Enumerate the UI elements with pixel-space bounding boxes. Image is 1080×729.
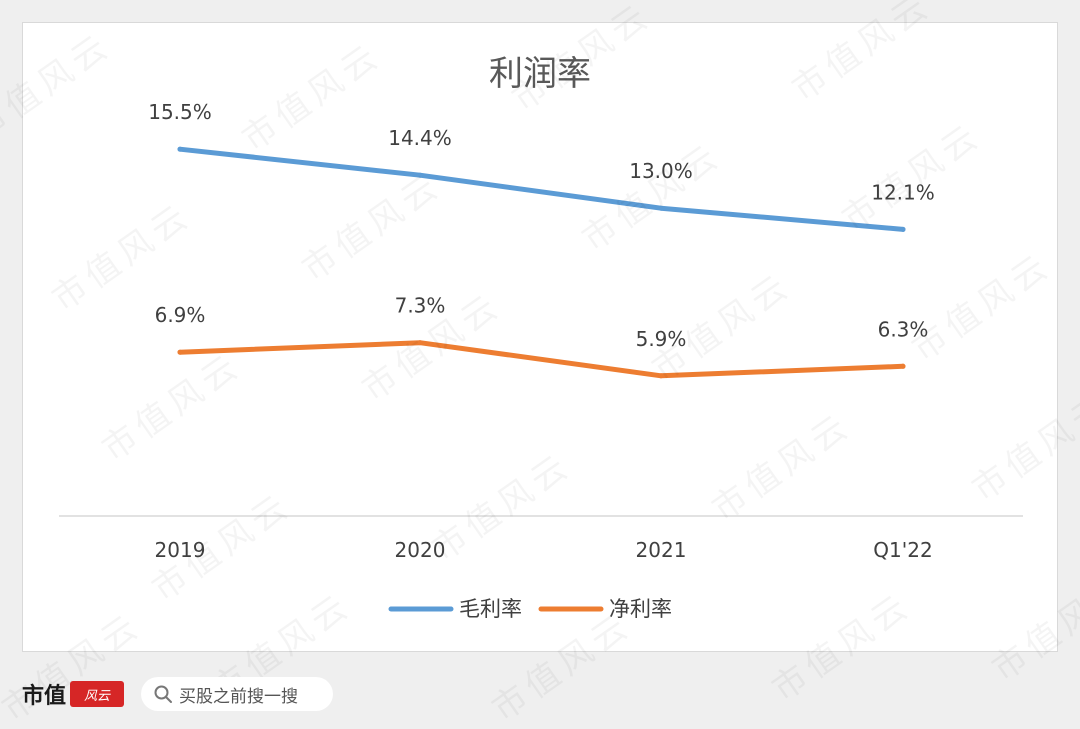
data-point — [417, 172, 423, 178]
line-chart: 利润率 2019 2020 2021 Q1'22 15.5% 14.4% 13.0% 12.1%… — [59, 54, 1023, 621]
data-point — [658, 205, 664, 211]
legend-label-1: 毛利率 — [459, 597, 522, 621]
x-tick-label: 2020 — [395, 538, 446, 562]
series-line-1 — [177, 146, 906, 232]
x-tick-label: Q1'22 — [873, 538, 932, 562]
series-line-2 — [177, 340, 906, 379]
data-label: 13.0% — [629, 159, 693, 183]
search-icon — [154, 685, 172, 703]
brand-seal: 风云 — [70, 681, 125, 707]
brand-logo: 市值 风云 — [22, 679, 125, 709]
chart-card: 利润率 2019 2020 2021 Q1'22 15.5% 14.4% 13.0% 12.1%… — [22, 22, 1058, 652]
data-point — [177, 146, 183, 152]
data-point — [177, 349, 183, 355]
legend-label-2: 净利率 — [609, 597, 672, 621]
brand-name: 市值 — [22, 684, 67, 709]
chart-title: 利润率 — [489, 54, 591, 94]
x-tick-label: 2019 — [155, 538, 206, 562]
data-point — [900, 363, 906, 369]
x-tick-label: 2021 — [636, 538, 687, 562]
data-point — [658, 373, 664, 379]
data-label: 7.3% — [395, 294, 446, 318]
footer-bar: 市值 风云 买股之前搜一搜 — [0, 655, 1080, 729]
search-placeholder: 买股之前搜一搜 — [179, 686, 298, 707]
data-point — [417, 340, 423, 346]
data-label: 15.5% — [148, 100, 212, 124]
data-label: 6.3% — [878, 317, 929, 341]
data-label: 12.1% — [871, 180, 935, 204]
data-label: 5.9% — [636, 327, 687, 351]
search-box[interactable]: 买股之前搜一搜 — [141, 677, 333, 711]
data-label: 6.9% — [155, 303, 206, 327]
data-label: 14.4% — [388, 126, 452, 150]
data-point — [900, 226, 906, 232]
